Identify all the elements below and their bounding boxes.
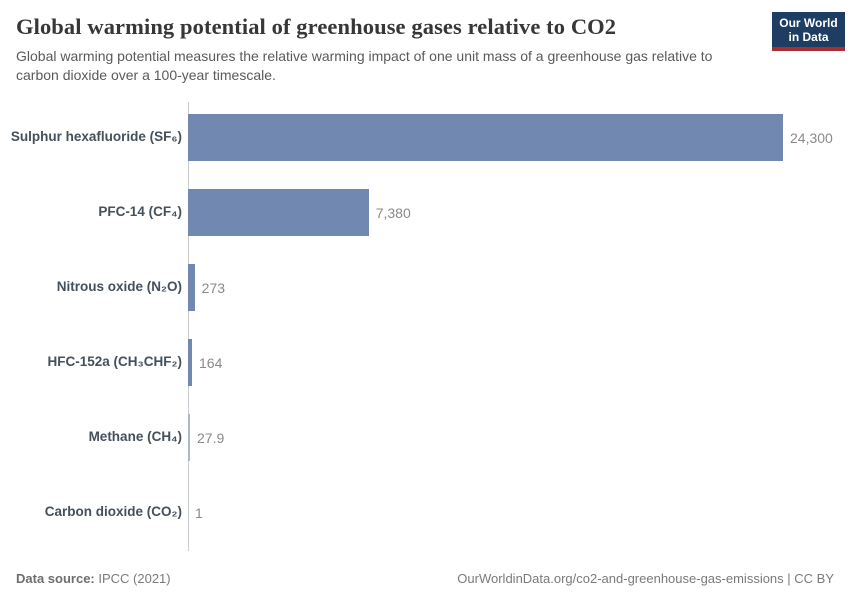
chart-area: Sulphur hexafluoride (SF₆) 24,300 PFC-14 (… — [0, 100, 850, 552]
category-label: Methane (CH₄) — [88, 429, 182, 445]
y-axis-line — [188, 102, 189, 551]
data-source: Data source: IPCC (2021) — [16, 571, 171, 586]
chart-row: Nitrous oxide (N₂O) 273 — [0, 250, 850, 325]
bar-area: 7,380 — [188, 189, 850, 236]
chart-row: PFC-14 (CF₄) 7,380 — [0, 175, 850, 250]
chart-title: Global warming potential of greenhouse g… — [16, 14, 617, 39]
category-label: PFC-14 (CF₄) — [98, 204, 182, 220]
owid-logo-line2: in Data — [788, 30, 829, 44]
footer-link[interactable]: OurWorldinData.org/co2-and-greenhouse-ga… — [457, 571, 834, 586]
chart-header: Global warming potential of greenhouse g… — [0, 0, 850, 86]
chart-row: HFC-152a (CH₃CHF₂) 164 — [0, 325, 850, 400]
bar[interactable] — [188, 114, 783, 161]
bar-area: 24,300 — [188, 114, 850, 161]
value-label: 7,380 — [375, 204, 411, 221]
value-label: 27.9 — [197, 429, 225, 446]
chart-row: Methane (CH₄) 27.9 — [0, 400, 850, 475]
chart-footer: Data source: IPCC (2021) OurWorldinData.… — [16, 571, 834, 586]
chart-row: Sulphur hexafluoride (SF₆) 24,300 — [0, 100, 850, 175]
value-label: 24,300 — [790, 129, 833, 146]
bar[interactable] — [188, 414, 190, 461]
owid-logo-line1: Our World — [779, 16, 838, 30]
bar-area: 27.9 — [188, 414, 850, 461]
category-label: Carbon dioxide (CO₂) — [44, 504, 182, 520]
value-label: 273 — [201, 279, 226, 296]
category-label: Nitrous oxide (N₂O) — [56, 279, 182, 295]
data-source-value: IPCC (2021) — [94, 571, 171, 586]
chart-subtitle: Global warming potential measures the re… — [16, 48, 713, 84]
category-label: HFC-152a (CH₃CHF₂) — [47, 354, 183, 370]
bar[interactable] — [188, 189, 369, 236]
owid-logo[interactable]: Our World in Data — [772, 12, 845, 51]
data-source-label: Data source: — [16, 571, 95, 586]
bar[interactable] — [188, 339, 193, 386]
bar-area: 1 — [188, 489, 850, 536]
category-label: Sulphur hexafluoride (SF₆) — [10, 129, 182, 145]
value-label: 1 — [195, 504, 203, 521]
bar[interactable] — [188, 264, 195, 311]
value-label: 164 — [199, 354, 223, 371]
bar-area: 164 — [188, 339, 850, 386]
chart-row: Carbon dioxide (CO₂) 1 — [0, 475, 850, 550]
bar-area: 273 — [188, 264, 850, 311]
plot-rows: Sulphur hexafluoride (SF₆) 24,300 PFC-14 (… — [0, 100, 850, 550]
